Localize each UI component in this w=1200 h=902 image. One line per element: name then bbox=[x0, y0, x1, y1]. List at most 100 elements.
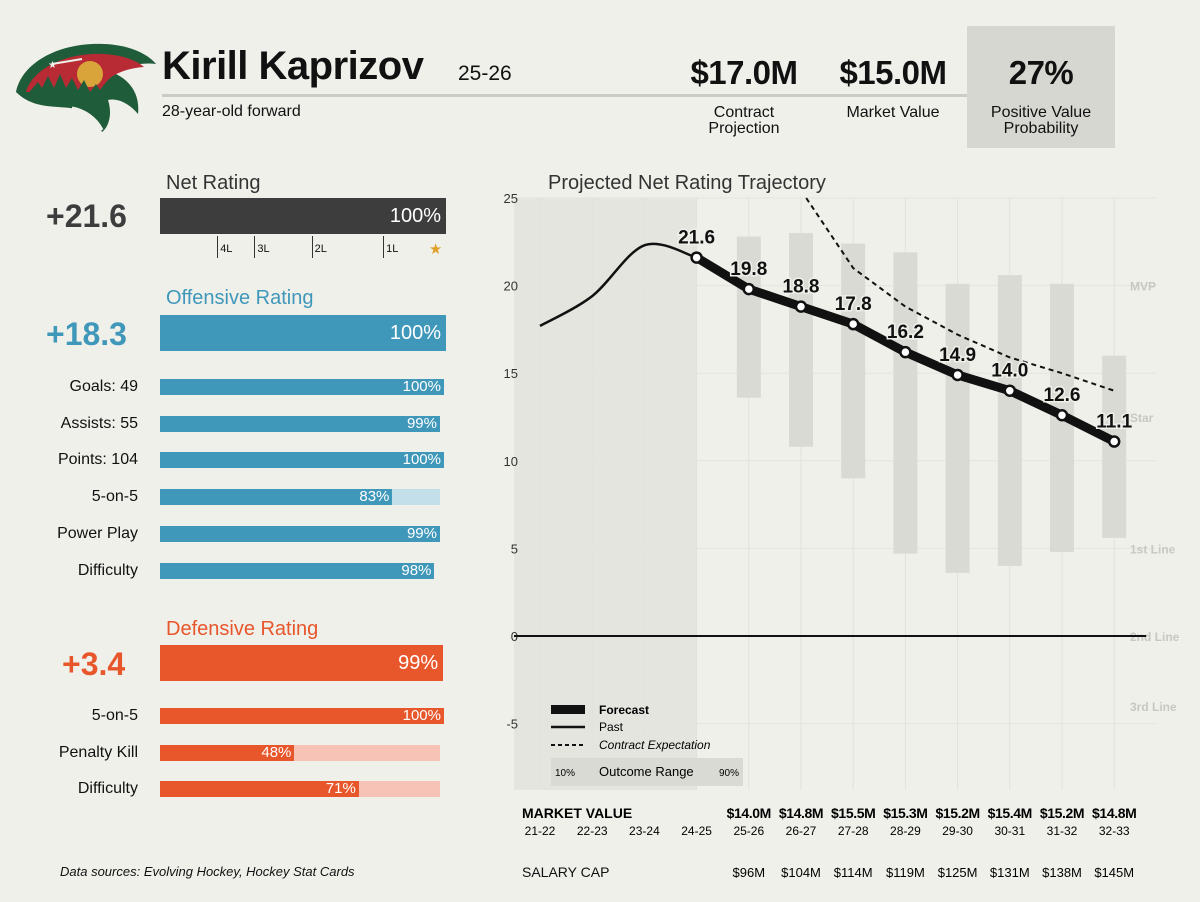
forecast-point bbox=[899, 345, 912, 359]
legend-range-low: 10% bbox=[555, 768, 575, 779]
market-value-cell: $15.2M bbox=[935, 805, 979, 821]
bar-percent-label: 100% bbox=[389, 205, 441, 227]
net-rating-title: Net Rating bbox=[166, 172, 261, 194]
defensive-rating-value: +3.4 bbox=[62, 646, 126, 682]
bar-fill: 98% bbox=[160, 562, 435, 579]
forecast-point bbox=[794, 300, 808, 313]
bar-fill: 71% bbox=[160, 781, 359, 797]
bar-fill: 99% bbox=[160, 645, 444, 681]
rating-row-label: Assists: 55 bbox=[60, 414, 138, 432]
legend-past-label: Past bbox=[599, 720, 624, 734]
forecast-point bbox=[742, 282, 756, 296]
net-rating-value: +21.6 bbox=[46, 198, 127, 234]
bar-percent-label: 83% bbox=[359, 488, 390, 506]
forecast-point bbox=[690, 251, 703, 264]
salary-cap-cell: $96M bbox=[733, 865, 766, 880]
rating-row-bar: 71% bbox=[160, 781, 440, 797]
bar-percent-label: 99% bbox=[398, 652, 439, 674]
contract-projection-stat: $17.0M Contract Projection bbox=[672, 54, 816, 137]
rating-row-label: 5-on-5 bbox=[91, 488, 138, 506]
market-value-value: $15.0M bbox=[839, 54, 947, 91]
market-value-cell: $14.8M bbox=[1092, 805, 1136, 821]
tier-label: 3rd Line bbox=[1130, 700, 1177, 714]
chart-title: Projected Net Rating Trajectory bbox=[548, 172, 826, 194]
market-value-cell: $15.5M bbox=[831, 805, 875, 821]
tier-label: Star bbox=[1130, 411, 1154, 425]
net-rating-tier-scale: 4L 3L 2L 1L ★ bbox=[160, 236, 446, 258]
forecast-value-label: 14.9 bbox=[939, 345, 976, 366]
header-divider bbox=[162, 94, 970, 97]
star-icon: ★ bbox=[428, 241, 443, 258]
market-value-cell: $14.8M bbox=[779, 805, 823, 821]
forecast-value-label: 12.6 bbox=[1044, 385, 1081, 406]
contract-projection-value: $17.0M bbox=[690, 54, 798, 91]
season-label: 32-33 bbox=[1099, 824, 1130, 838]
team-logo: ★ bbox=[16, 43, 156, 132]
forecast-value-label: 11.1 bbox=[1096, 412, 1132, 433]
data-source-note: Data sources: Evolving Hockey, Hockey St… bbox=[60, 864, 355, 879]
rating-row-bar: 100% bbox=[160, 452, 444, 469]
forecast-value-label: 14.0 bbox=[991, 361, 1028, 382]
rating-row-label: Power Play bbox=[57, 524, 138, 542]
salary-cap-header: SALARY CAP bbox=[522, 864, 610, 880]
offensive-rating-value: +18.3 bbox=[46, 316, 127, 352]
bar-percent-label: 100% bbox=[402, 378, 441, 395]
bar-fill: 100% bbox=[160, 708, 444, 724]
y-tick-label: -5 bbox=[506, 717, 518, 732]
market-value-cell: $15.4M bbox=[988, 805, 1032, 821]
defensive-rating-title: Defensive Rating bbox=[166, 618, 319, 640]
salary-cap-cell: $104M bbox=[781, 865, 821, 880]
market-value-cell: $15.3M bbox=[883, 805, 927, 821]
forecast-point bbox=[846, 317, 860, 331]
forecast-value-label: 19.8 bbox=[730, 259, 767, 280]
bar-percent-label: 99% bbox=[406, 524, 437, 542]
past-seasons-shade bbox=[514, 198, 697, 790]
contract-projection-label: Contract Projection bbox=[708, 104, 780, 137]
market-value-cell: $15.2M bbox=[1040, 805, 1084, 821]
y-tick-label: 5 bbox=[511, 541, 518, 556]
rating-row-bar: 48% bbox=[160, 743, 440, 761]
bar-fill: 100% bbox=[160, 315, 446, 351]
tier-tick bbox=[311, 236, 313, 258]
tier-tick-label: 1L bbox=[386, 243, 399, 255]
defensive-rating-bar: 99% bbox=[160, 645, 446, 681]
market-value-stat: $15.0M Market Value bbox=[822, 54, 964, 121]
tier-label: 2nd Line bbox=[1130, 630, 1180, 644]
contract-expectation-line bbox=[805, 197, 1115, 392]
season-label: 31-32 bbox=[1047, 824, 1078, 838]
outcome-range-bar bbox=[736, 236, 761, 398]
probability-panel bbox=[967, 26, 1115, 148]
outcome-range-bar bbox=[893, 252, 918, 554]
legend-forecast-label: Forecast bbox=[599, 703, 649, 717]
tier-label: 1st Line bbox=[1130, 542, 1176, 556]
season-label: 29-30 bbox=[942, 824, 973, 838]
market-value-label: Market Value bbox=[846, 104, 940, 121]
season-label: 26-27 bbox=[786, 824, 817, 838]
past-line bbox=[539, 242, 697, 327]
bar-percent-label: 100% bbox=[402, 707, 441, 724]
tier-tick bbox=[254, 236, 256, 258]
salary-cap-cell: $119M bbox=[886, 865, 925, 880]
bar-fill: 100% bbox=[160, 198, 446, 234]
player-subtitle: 28-year-old forward bbox=[162, 103, 301, 120]
positive-value-prob-label: Positive Value Probability bbox=[990, 104, 1092, 137]
season-label: 21-22 bbox=[525, 824, 556, 838]
rating-row-bar: 98% bbox=[160, 562, 440, 579]
forecast-value-label: 18.8 bbox=[783, 277, 820, 298]
rating-row-label: Difficulty bbox=[77, 561, 138, 579]
tier-tick-label: 3L bbox=[257, 243, 270, 255]
forecast-value-label: 17.8 bbox=[835, 294, 872, 315]
rating-row-label: 5-on-5 bbox=[91, 707, 138, 724]
bar-percent-label: 48% bbox=[261, 743, 292, 761]
legend-forecast-swatch bbox=[551, 705, 585, 714]
positive-value-prob-stat: 27% Positive Value Probability bbox=[967, 54, 1115, 137]
offensive-rating-title: Offensive Rating bbox=[166, 287, 314, 309]
salary-cap-cell: $138M bbox=[1042, 865, 1082, 880]
bar-percent-label: 99% bbox=[406, 414, 437, 432]
market-value-header: MARKET VALUE bbox=[522, 805, 632, 821]
legend-range-label: Outcome Range bbox=[599, 764, 694, 779]
forecast-point bbox=[1107, 435, 1121, 448]
rating-row-bar: 100% bbox=[160, 378, 444, 395]
rating-row-bar: 99% bbox=[160, 414, 440, 432]
